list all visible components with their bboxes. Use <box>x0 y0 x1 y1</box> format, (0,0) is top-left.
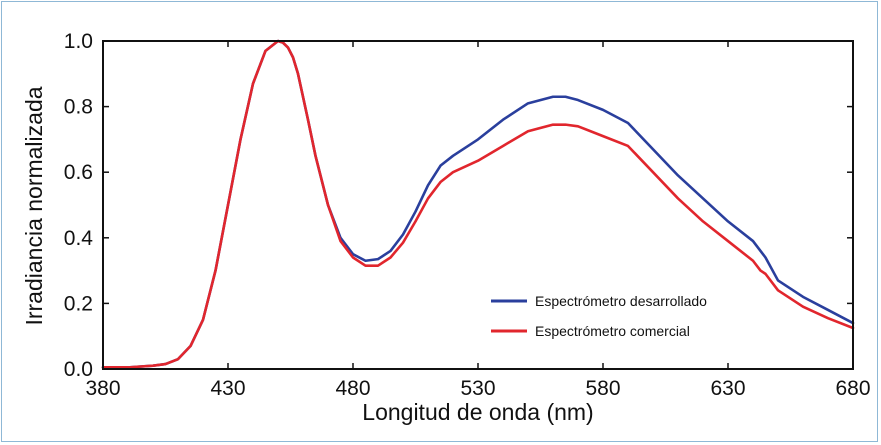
x-tick-label: 630 <box>710 377 745 400</box>
y-tick-label: 0.2 <box>64 292 93 315</box>
series-line-comercial <box>101 39 855 369</box>
y-tick-label: 0.8 <box>64 96 93 119</box>
legend: Espectrómetro desarrollado Espectrómetro … <box>491 293 707 339</box>
x-tick-label: 480 <box>335 377 370 400</box>
y-tick-label: 0.4 <box>64 227 94 250</box>
series-layer <box>101 39 855 369</box>
y-tick-label: 0.6 <box>64 161 93 184</box>
legend-label: Espectrómetro desarrollado <box>535 293 707 309</box>
y-tick-label: 0.0 <box>64 358 93 381</box>
y-tick-label: 1.0 <box>64 30 93 53</box>
x-tick-label: 680 <box>835 377 870 400</box>
x-axis-title: Longitud de onda (nm) <box>362 399 593 425</box>
y-axis-title: Irradiancia normalizada <box>21 86 47 325</box>
legend-label: Espectrómetro comercial <box>535 323 690 339</box>
x-tick-label: 530 <box>460 377 495 400</box>
axes-layer: 380 430 480 530 580 630 680 0.0 0.2 0.4 0.6 0.8 1.0 <box>64 30 871 400</box>
x-tick-label: 380 <box>85 377 120 400</box>
x-tick-label: 430 <box>210 377 245 400</box>
plot-background <box>103 41 853 369</box>
plot-area <box>103 41 853 369</box>
x-tick-label: 580 <box>585 377 620 400</box>
